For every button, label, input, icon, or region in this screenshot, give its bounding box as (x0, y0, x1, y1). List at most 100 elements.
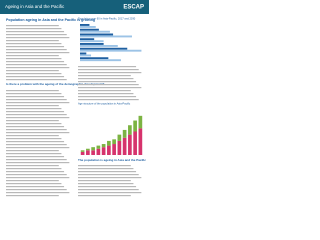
text-line (6, 171, 65, 173)
bar (107, 145, 111, 155)
chart-title: Population over 60 in Asia-Pacific, 2017… (78, 17, 136, 21)
bar (96, 145, 101, 149)
text-line (78, 75, 131, 77)
text-line (6, 132, 70, 134)
text-line (6, 31, 65, 33)
bar (80, 33, 114, 36)
text-line (6, 108, 62, 110)
text-line (6, 120, 59, 122)
text-line (6, 195, 59, 197)
text-line (6, 141, 65, 143)
page: Ageing in Asia and the Pacific ESCAP Pop… (0, 0, 149, 198)
text-line (6, 52, 70, 54)
text-line (6, 150, 59, 152)
text-line (6, 90, 59, 92)
bar (101, 147, 106, 155)
text-line (6, 174, 67, 176)
bar (91, 147, 95, 151)
bar (80, 150, 85, 152)
bar (86, 150, 90, 155)
text-line (6, 180, 59, 182)
heading: The population is ageing in Asia and the… (78, 158, 146, 162)
text-line (6, 147, 70, 149)
text-line (6, 46, 65, 48)
text-line (78, 90, 131, 92)
text-line (78, 189, 139, 191)
text-line (78, 183, 134, 185)
heading: Population ageing in Asia and the Pacifi… (6, 18, 95, 22)
text-line (6, 93, 62, 95)
text-line (78, 171, 137, 173)
text-line (6, 117, 70, 119)
text-line (6, 96, 65, 98)
bar (80, 30, 110, 33)
document: Ageing in Asia and the Pacific ESCAP Pop… (0, 0, 149, 197)
bar (80, 24, 90, 26)
text-line (78, 96, 137, 98)
bar (122, 129, 127, 138)
bar (80, 40, 104, 43)
text-line (6, 189, 67, 191)
text-line (6, 99, 67, 101)
text-line (6, 153, 62, 155)
bar (122, 137, 127, 155)
text-line (6, 70, 59, 72)
text-line (6, 58, 62, 60)
text-line (6, 61, 65, 63)
bar (80, 25, 96, 28)
bar (138, 115, 143, 129)
text-line (6, 111, 65, 113)
text-line (6, 102, 70, 104)
text-line (78, 66, 137, 68)
text-line (6, 165, 59, 167)
bar (128, 125, 132, 135)
text-line (6, 43, 62, 45)
text-line (6, 28, 62, 30)
bar (80, 43, 104, 45)
text-line (78, 69, 139, 71)
text-line (78, 174, 139, 176)
text-line (6, 40, 59, 42)
text-line (6, 73, 62, 75)
text-line (78, 165, 131, 167)
text-line (6, 76, 65, 78)
header-band (0, 0, 149, 14)
text-line (6, 186, 65, 188)
text-line (6, 37, 70, 39)
logo: ESCAP (123, 5, 144, 11)
bar (112, 144, 116, 155)
text-line (6, 55, 59, 57)
text-line (6, 64, 67, 66)
text-line (6, 192, 70, 194)
text-line (78, 93, 134, 95)
text-line (78, 192, 142, 194)
bar (107, 140, 111, 146)
bar (80, 151, 85, 155)
text-line (78, 84, 139, 86)
bar (80, 57, 109, 60)
text-line (78, 99, 139, 101)
bar (80, 59, 121, 62)
bar (80, 28, 99, 31)
chart-title: Age structure of the population in Asia-… (78, 102, 131, 106)
bar (133, 131, 137, 155)
text-line (78, 72, 142, 74)
bar (80, 52, 87, 55)
bar (117, 134, 122, 141)
text-line (6, 34, 67, 36)
bar (138, 128, 143, 155)
text-line (6, 177, 70, 179)
bar (117, 140, 122, 155)
header-title: Ageing in Asia and the Pacific (5, 4, 65, 9)
text-line (78, 78, 134, 80)
bar (80, 35, 132, 38)
text-line (78, 186, 137, 188)
bar (96, 148, 101, 155)
bar (101, 144, 106, 148)
text-line (78, 180, 131, 182)
bar (86, 148, 90, 151)
bar (133, 120, 137, 132)
text-line (6, 123, 62, 125)
text-line (6, 105, 59, 107)
text-line (6, 126, 65, 128)
